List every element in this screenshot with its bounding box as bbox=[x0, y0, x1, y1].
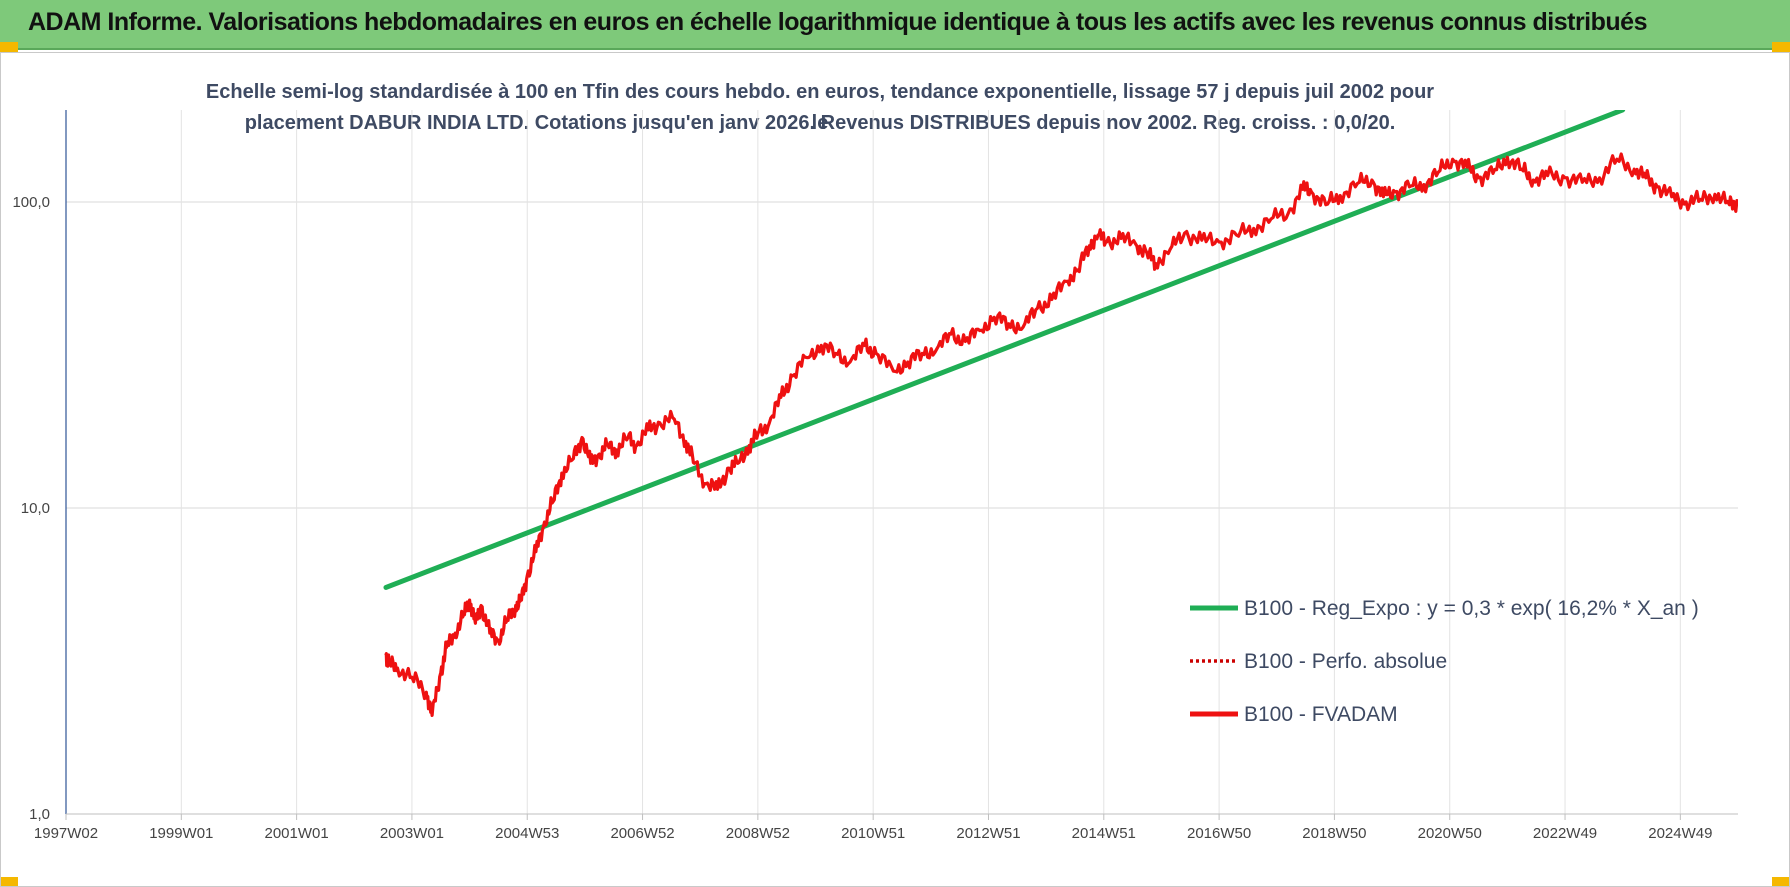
x-tick-label: 2012W51 bbox=[956, 825, 1020, 842]
x-tick-label: 2004W53 bbox=[495, 825, 559, 842]
x-tick-label: 1997W02 bbox=[34, 825, 98, 842]
corner-marker-top-left bbox=[0, 42, 18, 52]
x-tick-label: 2020W50 bbox=[1418, 825, 1482, 842]
legend-label-1: B100 - Reg_Expo : y = 0,3 * exp( 16,2% *… bbox=[1244, 597, 1699, 620]
chart-title-line-2: placement DABUR INDIA LTD. Cotations jus… bbox=[244, 112, 1396, 134]
corner-marker-bottom-right bbox=[1772, 877, 1790, 887]
x-tick-label: 2022W49 bbox=[1533, 825, 1597, 842]
series-fvadam-line bbox=[384, 152, 1738, 718]
legend-label-2: B100 - Perfo. absolue bbox=[1244, 650, 1447, 673]
x-tick-label: 2016W50 bbox=[1187, 825, 1251, 842]
corner-marker-bottom-left bbox=[0, 877, 18, 887]
x-tick-label: 2008W52 bbox=[726, 825, 790, 842]
y-tick-label: 100,0 bbox=[12, 194, 50, 211]
series-reg-expo-line bbox=[383, 110, 1626, 590]
chart-title-line-1: Echelle semi-log standardisée à 100 en T… bbox=[205, 81, 1435, 134]
report-banner: ADAM Informe. Valorisations hebdomadaire… bbox=[0, 0, 1790, 50]
x-tick-label: 2024W49 bbox=[1648, 825, 1712, 842]
y-tick-label: 10,0 bbox=[21, 500, 50, 517]
x-tick-label: 2014W51 bbox=[1072, 825, 1136, 842]
x-tick-label: 1999W01 bbox=[149, 825, 213, 842]
report-title: ADAM Informe. Valorisations hebdomadaire… bbox=[28, 8, 1647, 36]
corner-marker-top-right bbox=[1772, 42, 1790, 52]
y-tick-label: 1,0 bbox=[29, 806, 50, 823]
x-tick-label: 2006W52 bbox=[610, 825, 674, 842]
x-tick-label: 2018W50 bbox=[1302, 825, 1366, 842]
legend-label-3: B100 - FVADAM bbox=[1244, 703, 1398, 726]
x-tick-label: 2001W01 bbox=[265, 825, 329, 842]
x-tick-label: 2003W01 bbox=[380, 825, 444, 842]
x-tick-label: 2010W51 bbox=[841, 825, 905, 842]
